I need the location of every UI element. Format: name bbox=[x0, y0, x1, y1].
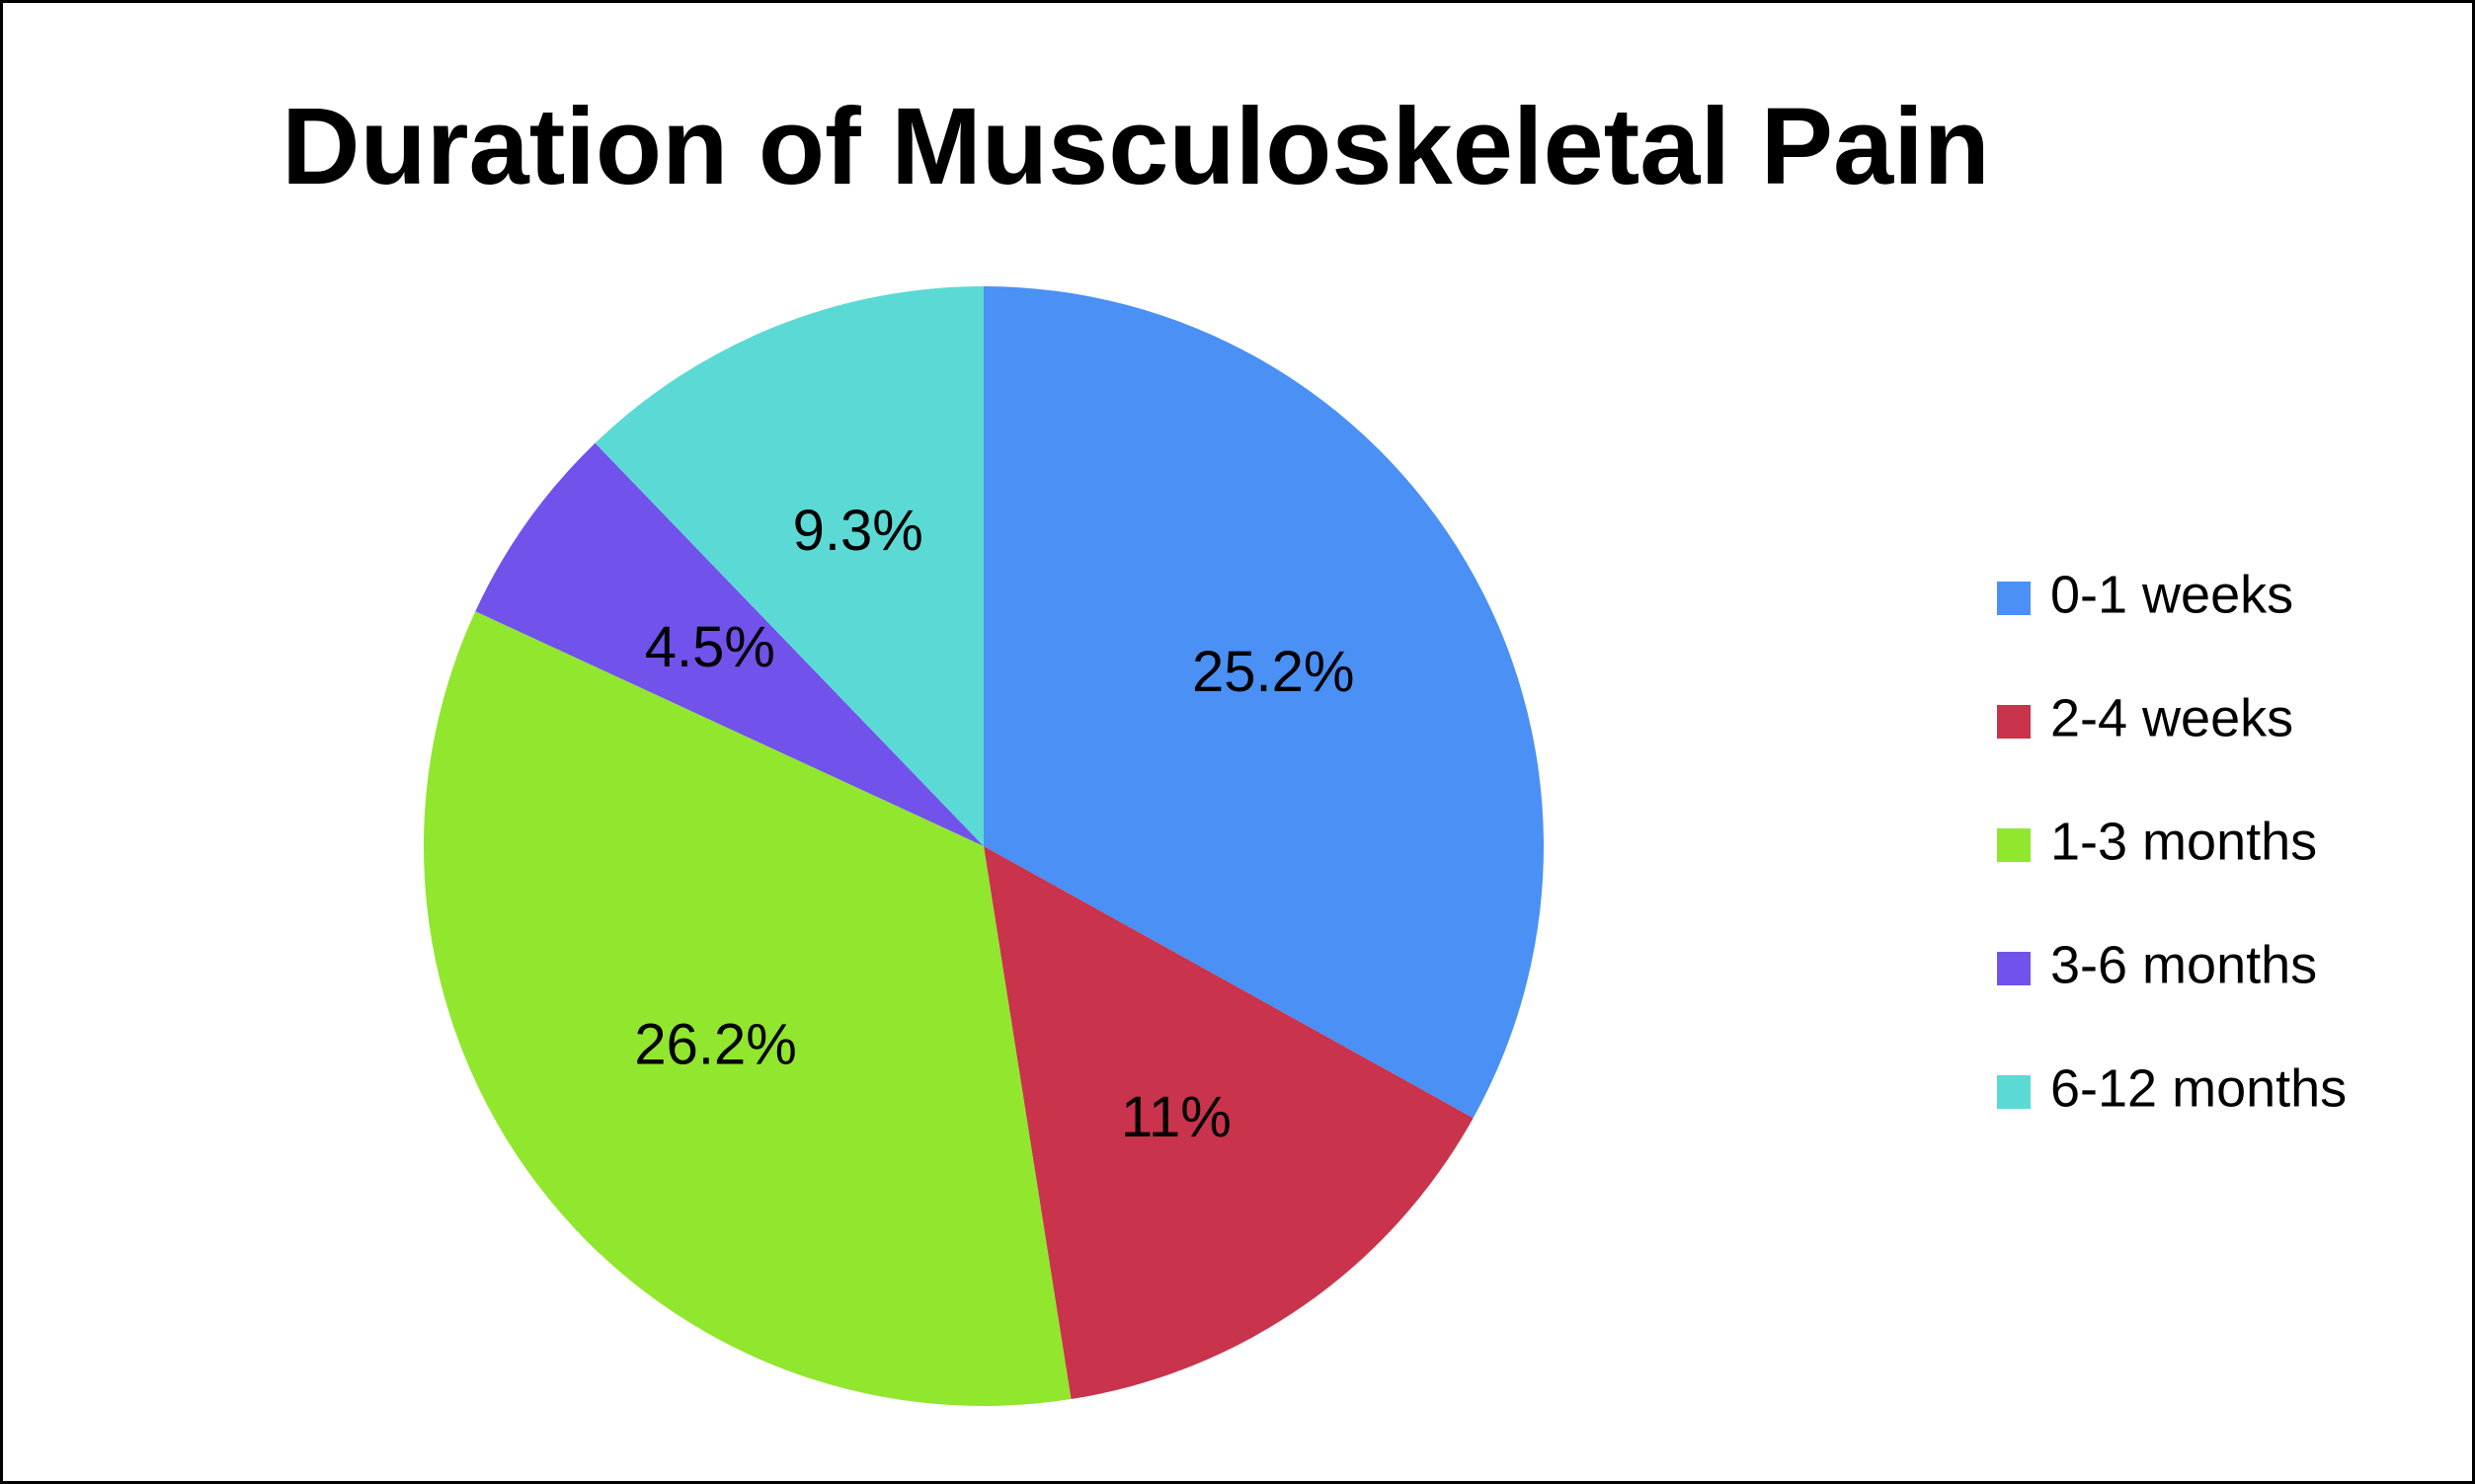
legend-label: 2-4 weeks bbox=[2050, 688, 2293, 747]
legend-swatch bbox=[1997, 582, 2031, 615]
legend-swatch bbox=[1997, 952, 2031, 985]
data-label: 9.3% bbox=[793, 499, 923, 563]
pie-slice bbox=[984, 286, 1544, 1119]
legend-label: 3-6 months bbox=[2050, 935, 2317, 994]
pie-slice bbox=[423, 611, 1072, 1406]
pie-slice bbox=[984, 846, 1474, 1400]
data-label: 26.2% bbox=[634, 1012, 796, 1076]
legend-label: 1-3 months bbox=[2050, 812, 2317, 871]
legend-swatch bbox=[1997, 1075, 2031, 1109]
data-label: 25.2% bbox=[1192, 640, 1354, 704]
pie-slice bbox=[475, 442, 985, 846]
data-label: 11% bbox=[1121, 1085, 1232, 1149]
data-label: 4.5% bbox=[645, 615, 775, 679]
chart-title: Duration of Musculoskeletal Pain bbox=[281, 86, 1990, 207]
legend-swatch bbox=[1997, 705, 2031, 739]
pie-slice bbox=[595, 286, 984, 846]
legend-swatch bbox=[1997, 828, 2031, 862]
legend-label: 0-1 weeks bbox=[2050, 565, 2293, 624]
legend-label: 6-12 months bbox=[2050, 1058, 2347, 1118]
